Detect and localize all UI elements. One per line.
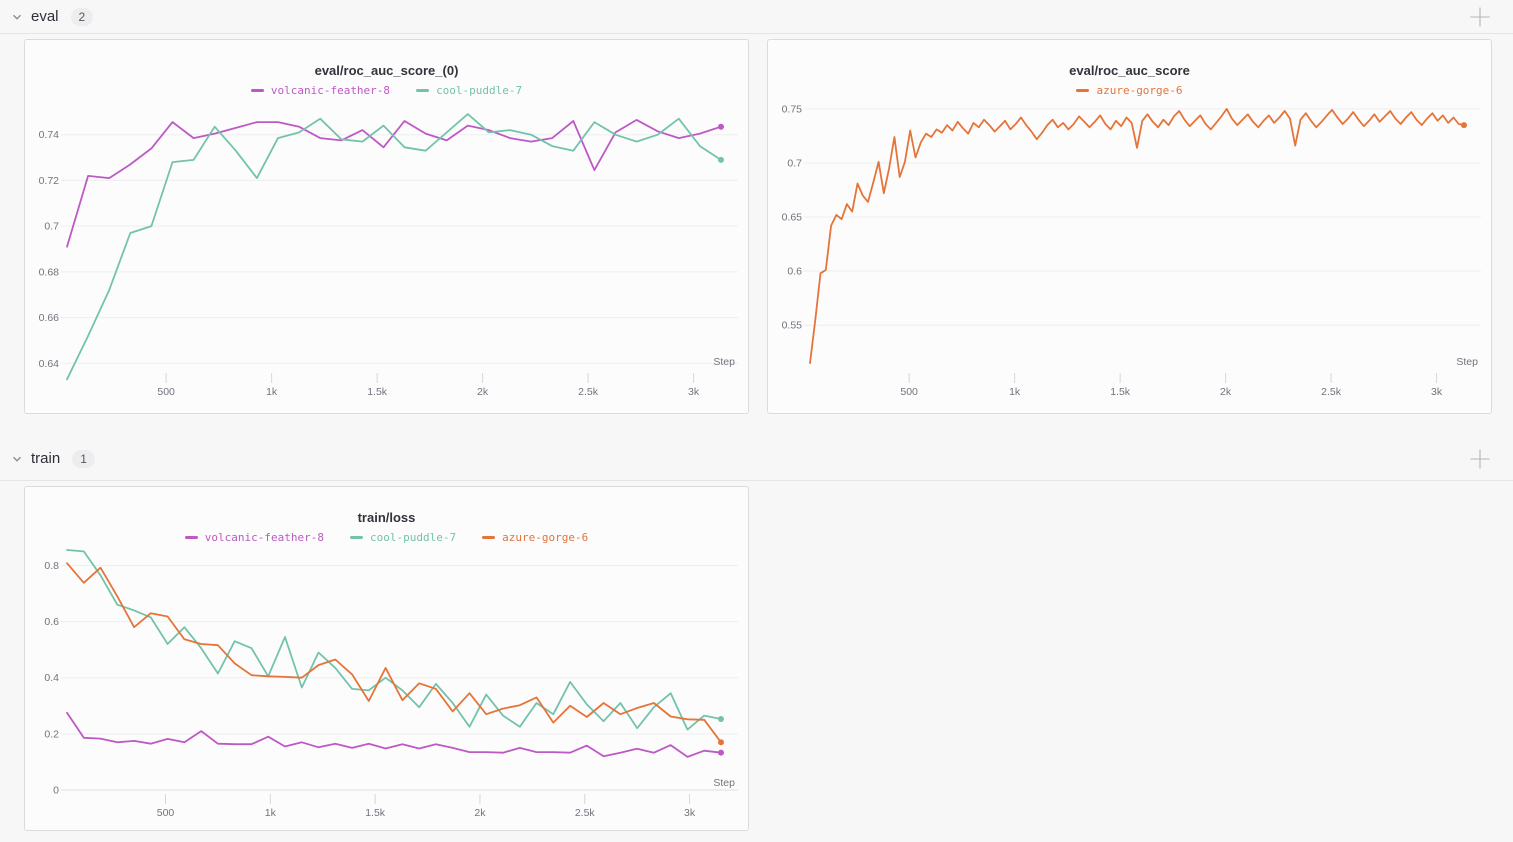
- chevron-down-icon[interactable]: [8, 8, 26, 26]
- x-axis-tick-label: 3k: [1431, 386, 1443, 398]
- line-chart[interactable]: 0.64 0.66 0.68 0.7 0.72 0.74 500 1k 1.5k 2k 2.5k 3k…: [25, 99, 748, 404]
- x-axis-tick-label: 2.5k: [578, 386, 599, 398]
- series-end-dot-volcanic-feather-8: [718, 749, 724, 756]
- series-end-dot-azure-gorge-6: [1461, 122, 1467, 129]
- x-axis-tick-label: 2.5k: [575, 807, 596, 819]
- legend-item-volcanic-feather-8[interactable]: volcanic-feather-8: [184, 530, 325, 544]
- series-line-azure-gorge-6: [66, 562, 722, 744]
- y-axis-tick-label: 0.7: [787, 157, 802, 169]
- legend-swatch: [1076, 88, 1090, 92]
- add-panel-button[interactable]: [1468, 5, 1492, 29]
- legend-run-name: cool-puddle-7: [436, 83, 523, 97]
- legend-item-cool-puddle-7[interactable]: cool-puddle-7: [350, 531, 456, 544]
- section-header-eval[interactable]: eval 2: [0, 0, 1513, 34]
- series-line-cool-puddle-7: [66, 113, 722, 381]
- y-axis-tick-label: 0: [53, 785, 59, 797]
- legend-run-name: cool-puddle-7: [370, 530, 457, 544]
- y-axis-tick-label: 0.68: [39, 266, 60, 278]
- section-header-train[interactable]: train 1: [0, 437, 1513, 481]
- x-axis-title: Step: [713, 356, 735, 368]
- add-panel-button[interactable]: [1468, 447, 1492, 471]
- panel-section-eval: eval 2 eval/roc_auc_score_(0) volcanic-f…: [0, 0, 1513, 437]
- x-axis-tick-label: 1k: [265, 807, 277, 819]
- x-axis-tick-label: 500: [157, 386, 175, 398]
- legend-swatch: [350, 535, 364, 539]
- x-axis-tick-label: 3k: [688, 386, 700, 398]
- x-axis-tick-label: 500: [900, 386, 918, 398]
- legend-run-name: azure-gorge-6: [502, 530, 589, 544]
- x-axis-tick-label: 3k: [684, 807, 696, 819]
- panel-section-train: train 1 train/loss volcanic-feather-8 coo…: [0, 437, 1513, 842]
- section-label: train: [31, 450, 61, 467]
- legend-swatch: [184, 535, 198, 539]
- x-axis-tick-label: 1.5k: [1110, 386, 1131, 398]
- chart-title: eval/roc_auc_score_(0): [314, 63, 459, 78]
- y-axis-tick-label: 0.55: [782, 320, 803, 332]
- x-axis-tick-label: 2.5k: [1321, 386, 1342, 398]
- chart-legend: volcanic-feather-8 cool-puddle-7 azure-gor…: [25, 530, 748, 544]
- chart-panel-roc-auc-score-0[interactable]: eval/roc_auc_score_(0) volcanic-feather-…: [24, 39, 749, 414]
- series-end-dot-cool-puddle-7: [718, 156, 724, 163]
- chart-title: eval/roc_auc_score: [1069, 63, 1190, 78]
- y-axis-tick-label: 0.74: [39, 129, 60, 141]
- series-line-azure-gorge-6: [809, 107, 1465, 365]
- y-axis-tick-label: 0.6: [44, 616, 59, 628]
- legend-run-name: volcanic-feather-8: [270, 83, 391, 97]
- legend-swatch: [250, 88, 264, 92]
- y-axis-tick-label: 0.72: [39, 175, 60, 187]
- series-end-dot-azure-gorge-6: [718, 739, 724, 746]
- line-chart[interactable]: 0.55 0.6 0.65 0.7 0.75 500 1k 1.5k 2k 2.5k 3k Step: [768, 99, 1491, 404]
- x-axis-tick-label: 1.5k: [367, 386, 388, 398]
- legend-run-name: azure-gorge-6: [1096, 83, 1183, 97]
- y-axis-tick-label: 0.75: [782, 103, 803, 115]
- series-line-volcanic-feather-8: [66, 711, 722, 758]
- x-axis-tick-label: 1k: [266, 386, 278, 398]
- panel-count-badge: 1: [72, 449, 95, 468]
- chevron-down-icon[interactable]: [8, 450, 26, 468]
- series-end-dot-cool-puddle-7: [718, 715, 724, 722]
- panel-count-badge: 2: [70, 7, 94, 26]
- y-axis-tick-label: 0.7: [44, 221, 59, 233]
- section-label: eval: [31, 8, 59, 25]
- section-body-train: train/loss volcanic-feather-8 cool-puddle…: [0, 481, 1513, 842]
- x-axis-tick-label: 2k: [477, 386, 489, 398]
- legend-item-azure-gorge-6[interactable]: azure-gorge-6: [1076, 83, 1183, 97]
- chart-legend: volcanic-feather-8 cool-puddle-7: [25, 83, 748, 97]
- x-axis-tick-label: 1.5k: [365, 807, 386, 819]
- x-axis-tick-label: 1k: [1009, 386, 1021, 398]
- chart-panel-train-loss[interactable]: train/loss volcanic-feather-8 cool-puddle…: [24, 486, 749, 831]
- x-axis-tick-label: 2k: [474, 807, 486, 819]
- series-line-cool-puddle-7: [66, 549, 722, 731]
- y-axis-tick-label: 0.8: [44, 560, 59, 572]
- line-chart[interactable]: 0 0.2 0.4 0.6 0.8 500 1k 1.5k 2k 2.5k 3k Step: [25, 546, 748, 822]
- x-axis-title: Step: [713, 777, 735, 789]
- y-axis-tick-label: 0.2: [44, 728, 59, 740]
- chart-legend: azure-gorge-6: [768, 83, 1491, 97]
- y-axis-tick-label: 0.65: [782, 212, 803, 224]
- x-axis-title: Step: [1456, 356, 1478, 368]
- legend-swatch: [416, 88, 430, 92]
- y-axis-tick-label: 0.4: [44, 672, 59, 684]
- x-axis-tick-label: 500: [157, 807, 175, 819]
- section-body-eval: eval/roc_auc_score_(0) volcanic-feather-…: [0, 34, 1513, 437]
- series-line-volcanic-feather-8: [66, 118, 722, 248]
- y-axis-tick-label: 0.64: [39, 358, 60, 370]
- legend-item-cool-puddle-7[interactable]: cool-puddle-7: [416, 84, 522, 97]
- legend-run-name: volcanic-feather-8: [204, 530, 325, 544]
- legend-item-azure-gorge-6[interactable]: azure-gorge-6: [482, 531, 588, 544]
- legend-item-volcanic-feather-8[interactable]: volcanic-feather-8: [250, 83, 391, 97]
- x-axis-tick-label: 2k: [1220, 386, 1232, 398]
- y-axis-tick-label: 0.6: [787, 266, 802, 278]
- series-end-dot-volcanic-feather-8: [718, 123, 724, 130]
- y-axis-tick-label: 0.66: [39, 312, 60, 324]
- legend-swatch: [482, 535, 496, 539]
- chart-panel-roc-auc-score[interactable]: eval/roc_auc_score azure-gorge-6 0.55 0.6…: [767, 39, 1492, 414]
- chart-title: train/loss: [357, 510, 416, 525]
